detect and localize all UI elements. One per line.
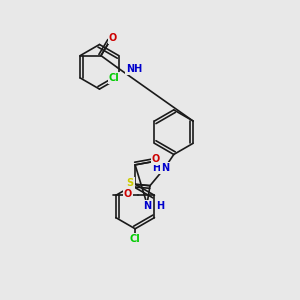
Text: Cl: Cl — [130, 234, 140, 244]
Text: Cl: Cl — [109, 73, 120, 83]
Text: NH: NH — [126, 64, 142, 74]
Text: H: H — [152, 163, 160, 173]
Text: H: H — [156, 201, 164, 211]
Text: O: O — [109, 33, 117, 43]
Text: S: S — [127, 178, 134, 188]
Text: N: N — [144, 201, 152, 211]
Text: O: O — [124, 189, 132, 199]
Text: O: O — [152, 154, 160, 164]
Text: N: N — [161, 164, 169, 173]
